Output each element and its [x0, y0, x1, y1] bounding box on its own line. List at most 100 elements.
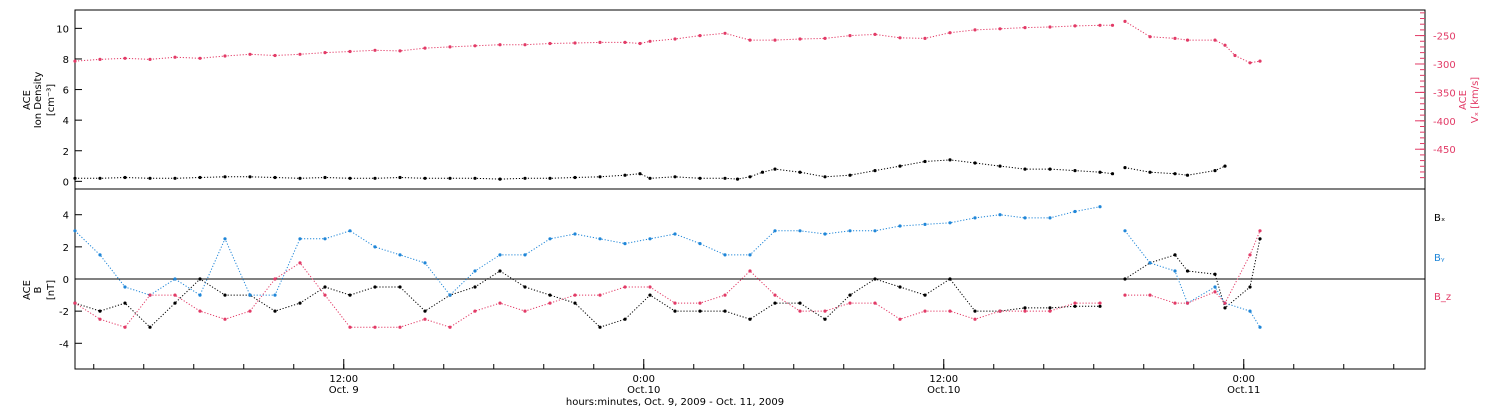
- ion-density-point: [748, 175, 752, 179]
- by-trace: [74, 206, 1261, 328]
- ion-density-series: [73, 158, 1227, 181]
- by-point: [473, 269, 477, 273]
- by-point: [548, 237, 552, 241]
- vx-point: [1023, 26, 1027, 30]
- by-point: [698, 242, 702, 246]
- vx-point: [1223, 43, 1227, 47]
- bz-point: [448, 325, 452, 329]
- bz-point: [573, 293, 577, 297]
- vx-point: [923, 36, 927, 41]
- ion-density-point: [923, 159, 927, 164]
- ion-density-point: [638, 172, 642, 176]
- bx-point: [748, 317, 752, 321]
- by-point: [523, 253, 527, 257]
- ion-density-point: [473, 176, 477, 180]
- vx-point: [1258, 59, 1262, 63]
- vx-point: [1185, 38, 1190, 42]
- ion-density-point: [198, 175, 202, 180]
- vx-point: [698, 34, 702, 38]
- bz-point: [1148, 293, 1152, 297]
- bz-point: [498, 301, 502, 305]
- vx-point: [1248, 61, 1252, 65]
- bz-point: [798, 309, 802, 313]
- ion-density-point: [1223, 164, 1227, 168]
- ion-density-point: [1098, 170, 1102, 174]
- bx-point: [123, 301, 127, 305]
- by-point: [648, 237, 652, 241]
- ion-density-point: [1123, 166, 1127, 170]
- bx-point: [1223, 306, 1227, 310]
- vx-point: [598, 40, 602, 45]
- by-point: [923, 222, 927, 226]
- by-point: [848, 229, 852, 233]
- bz-point: [323, 293, 327, 297]
- vx-point: [1173, 36, 1177, 41]
- bx-point: [548, 293, 552, 297]
- vx-point: [723, 31, 727, 35]
- bz-point: [473, 309, 477, 313]
- bz-point: [748, 269, 752, 273]
- top-right-tick-label-2: -350: [1433, 88, 1456, 99]
- legend-bz: B_z: [1434, 292, 1451, 303]
- bx-point: [873, 277, 877, 281]
- bz-point: [273, 277, 277, 281]
- bz-point: [1185, 301, 1190, 305]
- ion-density-point: [760, 170, 765, 174]
- bx-point: [198, 277, 202, 281]
- by-series: [73, 205, 1262, 329]
- bx-point: [498, 269, 502, 273]
- x-tick-date-2: Oct.10: [927, 385, 960, 396]
- bx-point: [348, 293, 352, 297]
- vx-point: [973, 28, 977, 32]
- by-point: [873, 229, 877, 233]
- legend-by: Bᵧ: [1434, 253, 1445, 264]
- by-point: [673, 232, 677, 236]
- top-left-ylabel-1: ACE: [22, 90, 33, 110]
- bottom-panel-series: [73, 205, 1262, 329]
- bottom-tick-label-2: 0: [63, 275, 69, 286]
- top-left-tick-label-0: 0: [63, 177, 69, 188]
- x-tick-time-1: 0:00: [633, 374, 655, 385]
- bz-point: [398, 325, 402, 329]
- ion-density-point: [735, 177, 740, 181]
- ion-density-point: [973, 161, 977, 165]
- vx-point: [523, 43, 527, 47]
- top-left-axis: 0 2 4 6 8 10: [56, 24, 82, 188]
- top-right-tick-label-3: -400: [1433, 117, 1456, 128]
- bz-point: [623, 285, 627, 289]
- bx-point: [1048, 306, 1052, 310]
- vx-point: [323, 51, 327, 55]
- by-point: [1073, 209, 1077, 214]
- vx-point: [873, 32, 877, 37]
- bz-point: [1098, 301, 1102, 305]
- bx-point: [1213, 272, 1217, 276]
- ion-density-point: [773, 167, 777, 171]
- by-point: [198, 293, 202, 297]
- by-point: [723, 253, 727, 257]
- ion-density-point: [323, 175, 327, 180]
- bx-point: [573, 301, 577, 305]
- ion-density-point: [548, 176, 552, 180]
- by-point: [123, 285, 127, 289]
- top-left-tick-label-2: 4: [63, 116, 69, 127]
- x-tick-date-3: Oct.11: [1227, 385, 1260, 396]
- ion-density-point: [998, 164, 1002, 168]
- bottom-left-ylabel-3: [nT]: [46, 280, 57, 300]
- vx-point: [1233, 53, 1237, 58]
- by-point: [998, 213, 1002, 217]
- ion-density-point: [798, 170, 802, 174]
- vx-point: [798, 37, 802, 41]
- bottom-tick-label-0: -4: [59, 339, 69, 350]
- vx-point: [773, 38, 777, 42]
- top-left-tick-label-3: 6: [63, 86, 69, 97]
- by-point: [748, 253, 752, 257]
- ion-density-point: [573, 175, 577, 180]
- by-point: [948, 221, 952, 225]
- ion-density-point: [1173, 172, 1177, 176]
- vx-point: [848, 34, 852, 38]
- ion-density-point: [1148, 170, 1152, 174]
- by-point: [1148, 261, 1152, 265]
- bz-point: [673, 301, 677, 305]
